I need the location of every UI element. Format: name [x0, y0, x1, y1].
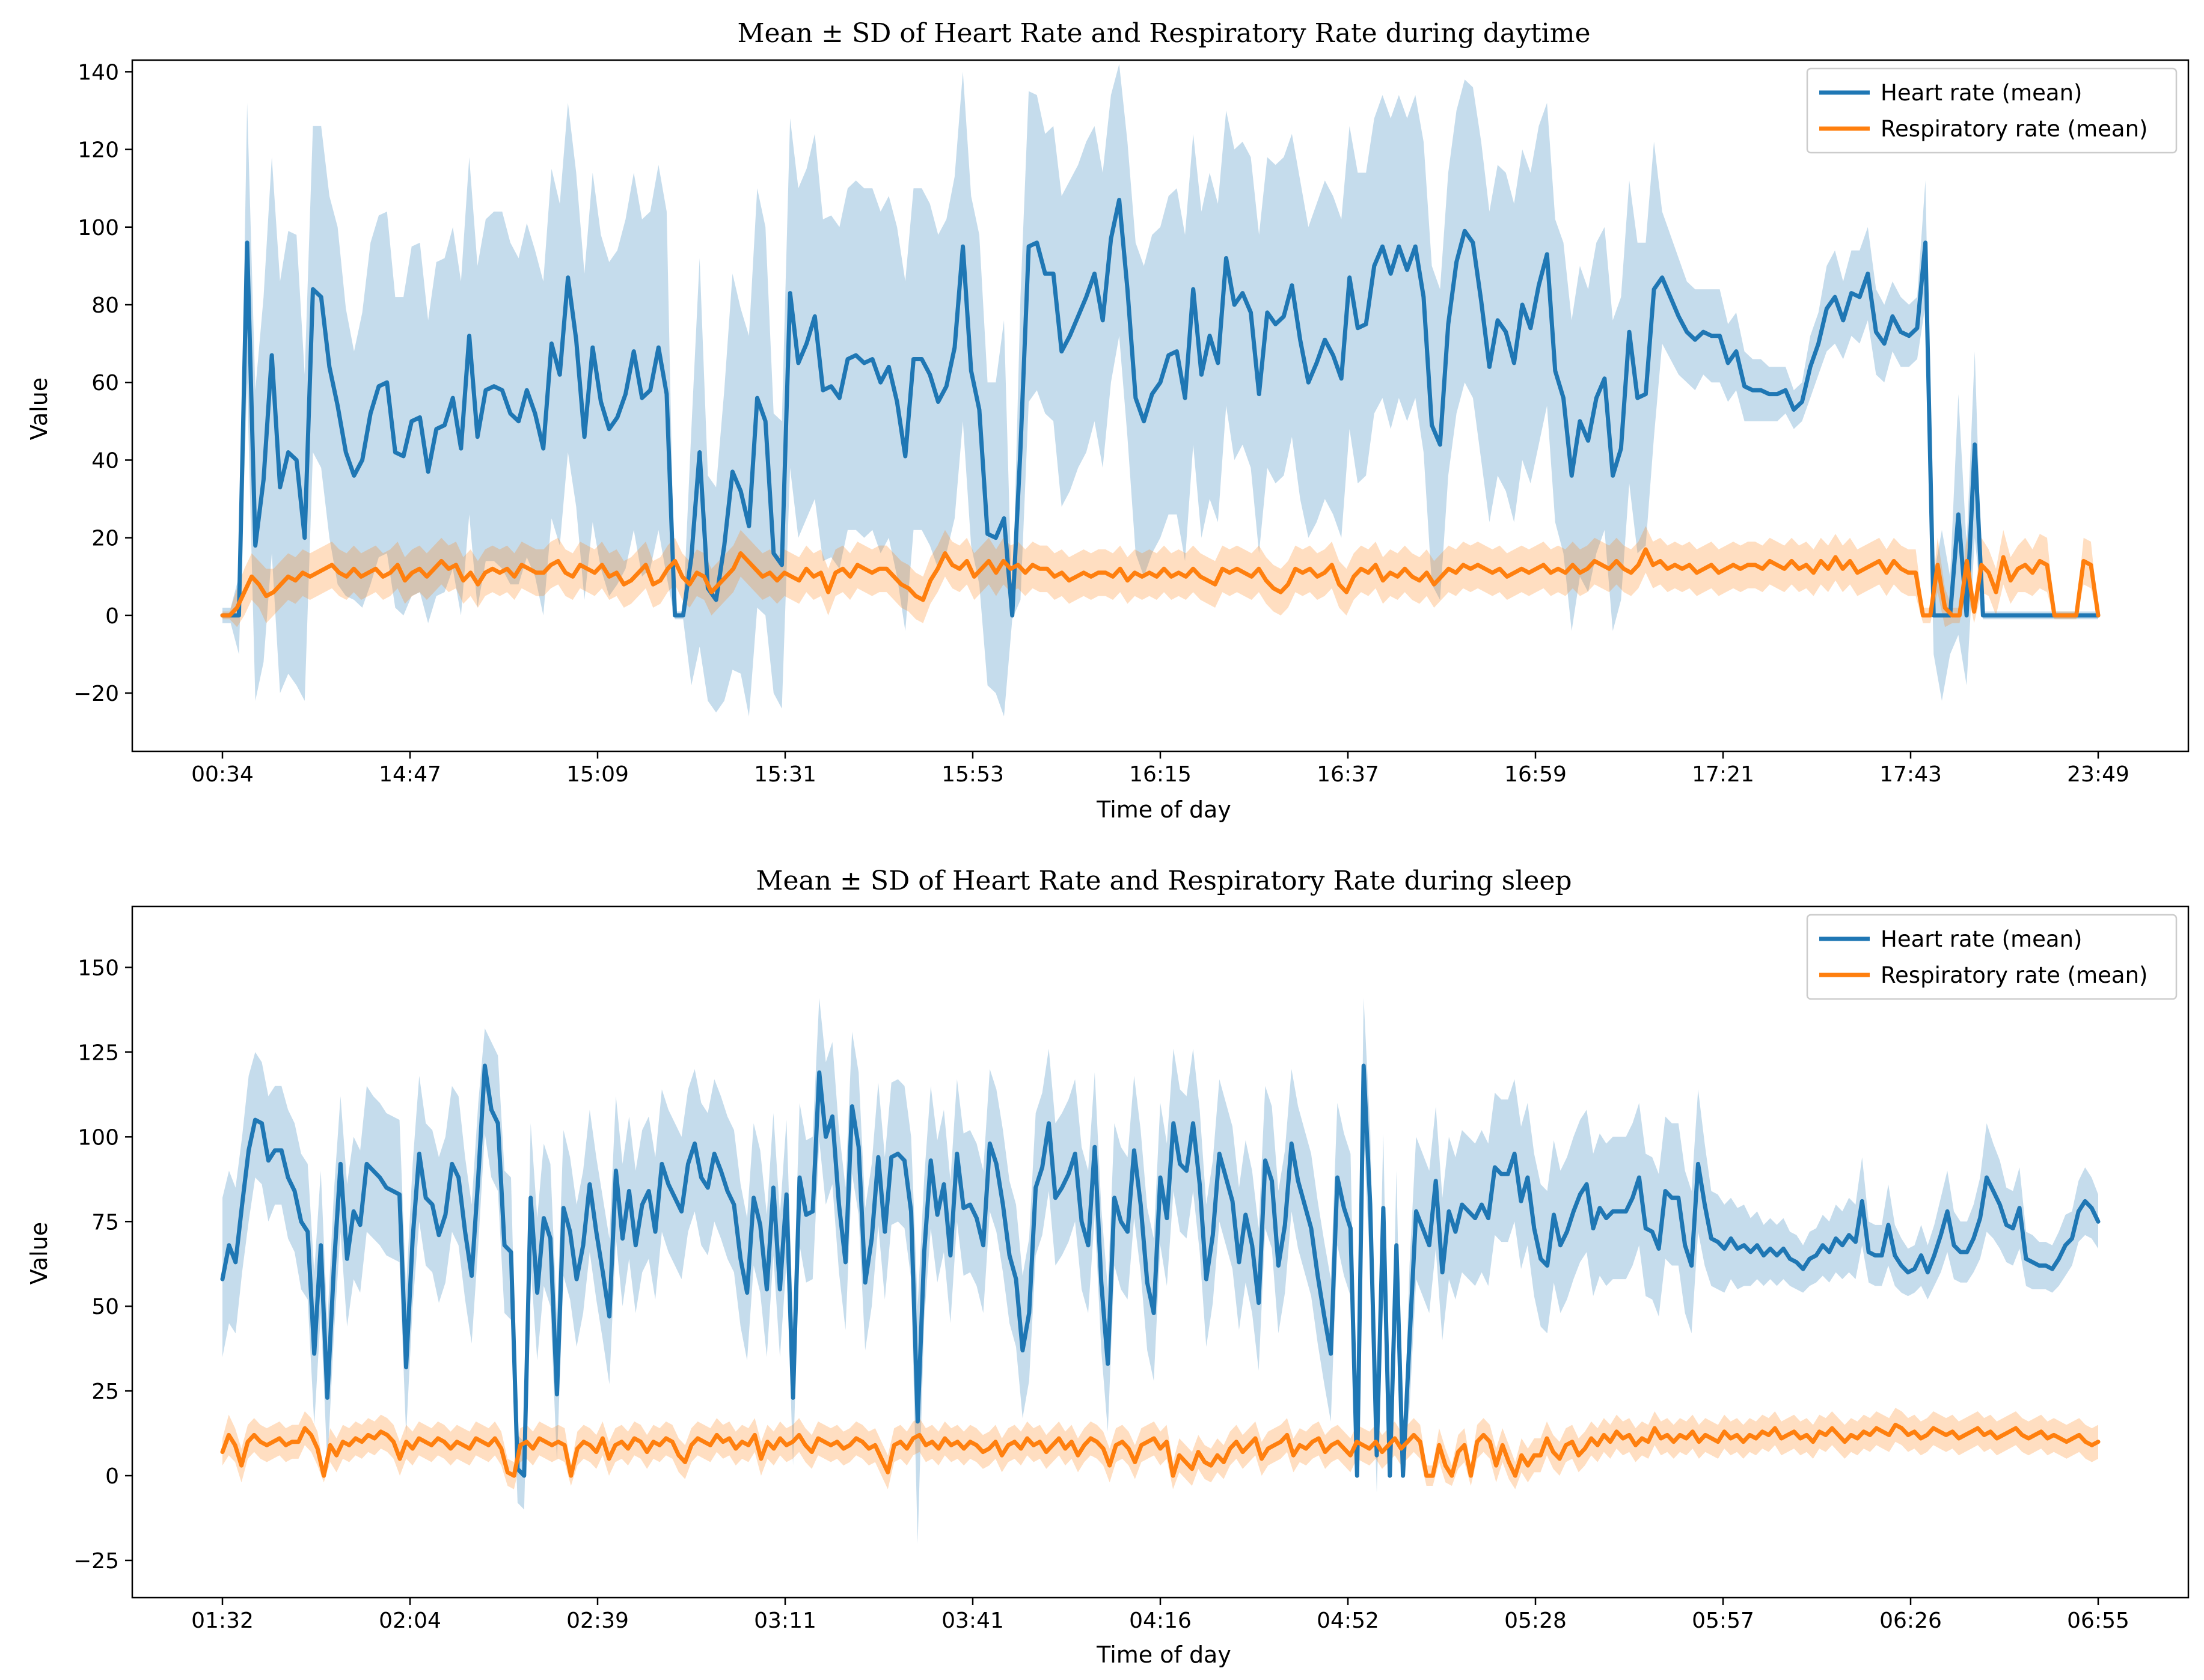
- sleep-x-tick-label: 02:39: [566, 1608, 629, 1633]
- sleep-x-tick-label: 05:28: [1504, 1608, 1567, 1633]
- sleep-y-tick-label: 150: [78, 956, 119, 980]
- sleep-x-tick-label: 02:04: [379, 1608, 441, 1633]
- sleep-x-tick-label: 05:57: [1692, 1608, 1754, 1633]
- daytime-heart-rate-mean-line: [220, 198, 2101, 618]
- daytime-respiratory-rate-mean-line: [220, 547, 2101, 618]
- sleep-x-tick-label: 03:41: [941, 1608, 1004, 1633]
- daytime-y-ticks: −20 0 20 40 60 80 100 120 140: [73, 60, 132, 706]
- daytime-x-tick-label: 15:31: [754, 762, 816, 787]
- sleep-x-axis-label: Time of day: [1096, 1642, 1231, 1668]
- sleep-plot-frame: [131, 905, 2190, 1599]
- daytime-y-tick-label: 20: [91, 527, 119, 551]
- daytime-x-tick-label: 23:49: [2067, 762, 2129, 787]
- daytime-plot-frame: [131, 59, 2190, 753]
- daytime-y-tick-label: 80: [91, 293, 119, 318]
- daytime-y-tick-label: 140: [78, 60, 119, 85]
- daytime-y-tick-label: −20: [73, 682, 119, 706]
- sleep-legend: Heart rate (mean) Respiratory rate (mean…: [1806, 914, 2178, 1000]
- sleep-heart-rate-sd-band: [222, 998, 2098, 1544]
- sleep-y-tick-label: 50: [91, 1295, 119, 1319]
- sleep-x-ticks: 01:32 02:04 02:39 03:11 03:41 04:16 04:52 05:28…: [191, 1598, 2129, 1633]
- daytime-x-ticks: 00:34 14:47 15:09 15:31 15:53 16:15 16:37 16:59…: [191, 751, 2129, 787]
- daytime-legend-box: [1806, 67, 2178, 154]
- sleep-x-tick-label: 06:26: [1879, 1608, 1942, 1633]
- daytime-x-tick-label: 17:43: [1879, 762, 1942, 787]
- daytime-respiratory-rate-sd-band: [222, 526, 2098, 628]
- daytime-x-tick-label: 00:34: [191, 762, 254, 787]
- daytime-x-tick-label: 15:09: [566, 762, 629, 787]
- sleep-y-tick-label: 75: [91, 1210, 119, 1235]
- daytime-x-tick-label: 14:47: [379, 762, 441, 787]
- daytime-legend-label-respiratory-rate: Respiratory rate (mean): [1881, 116, 2147, 142]
- daytime-x-tick-label: 16:15: [1129, 762, 1192, 787]
- daytime-x-tick-label: 17:21: [1692, 762, 1754, 787]
- daytime-legend-label-heart-rate: Heart rate (mean): [1881, 80, 2082, 106]
- daytime-mean-lines: [220, 198, 2101, 618]
- sleep-y-ticks: −25 0 25 50 75 100 125 150: [73, 956, 132, 1574]
- sleep-y-tick-label: −25: [73, 1549, 119, 1574]
- daytime-y-axis-label: Value: [26, 377, 52, 440]
- sleep-respiratory-rate-mean-line: [220, 1423, 2101, 1478]
- sleep-y-tick-label: 125: [78, 1040, 119, 1065]
- sleep-y-tick-label: 25: [91, 1379, 119, 1404]
- daytime-legend: Heart rate (mean) Respiratory rate (mean…: [1806, 67, 2178, 154]
- sleep-x-tick-label: 04:52: [1317, 1608, 1379, 1633]
- daytime-y-tick-label: 40: [91, 448, 119, 473]
- sleep-legend-label-heart-rate: Heart rate (mean): [1881, 926, 2082, 952]
- daytime-x-axis-label: Time of day: [1096, 796, 1231, 823]
- sleep-legend-label-respiratory-rate: Respiratory rate (mean): [1881, 962, 2147, 988]
- daytime-y-tick-label: 60: [91, 371, 119, 396]
- sleep-x-tick-label: 01:32: [191, 1608, 254, 1633]
- daytime-chart: Mean ± SD of Heart Rate and Respiratory …: [26, 18, 2190, 823]
- daytime-chart-title: Mean ± SD of Heart Rate and Respiratory …: [737, 18, 1590, 49]
- sleep-legend-box: [1806, 914, 2178, 1000]
- daytime-y-tick-label: 120: [78, 138, 119, 163]
- sleep-heart-rate-mean-line: [220, 1063, 2101, 1478]
- sleep-x-tick-label: 04:16: [1129, 1608, 1192, 1633]
- sleep-y-tick-label: 0: [105, 1464, 119, 1489]
- sleep-x-tick-label: 03:11: [754, 1608, 816, 1633]
- sleep-y-axis-label: Value: [26, 1222, 52, 1284]
- daytime-x-tick-label: 15:53: [941, 762, 1004, 787]
- sleep-mean-lines: [220, 1063, 2101, 1478]
- daytime-y-tick-label: 0: [105, 604, 119, 629]
- daytime-x-tick-label: 16:59: [1504, 762, 1567, 787]
- sleep-y-tick-label: 100: [78, 1125, 119, 1150]
- sleep-chart-title: Mean ± SD of Heart Rate and Respiratory …: [756, 866, 1572, 896]
- daytime-x-tick-label: 16:37: [1317, 762, 1379, 787]
- sleep-x-tick-label: 06:55: [2067, 1608, 2129, 1633]
- daytime-y-tick-label: 100: [78, 216, 119, 240]
- sleep-chart: Mean ± SD of Heart Rate and Respiratory …: [26, 866, 2190, 1668]
